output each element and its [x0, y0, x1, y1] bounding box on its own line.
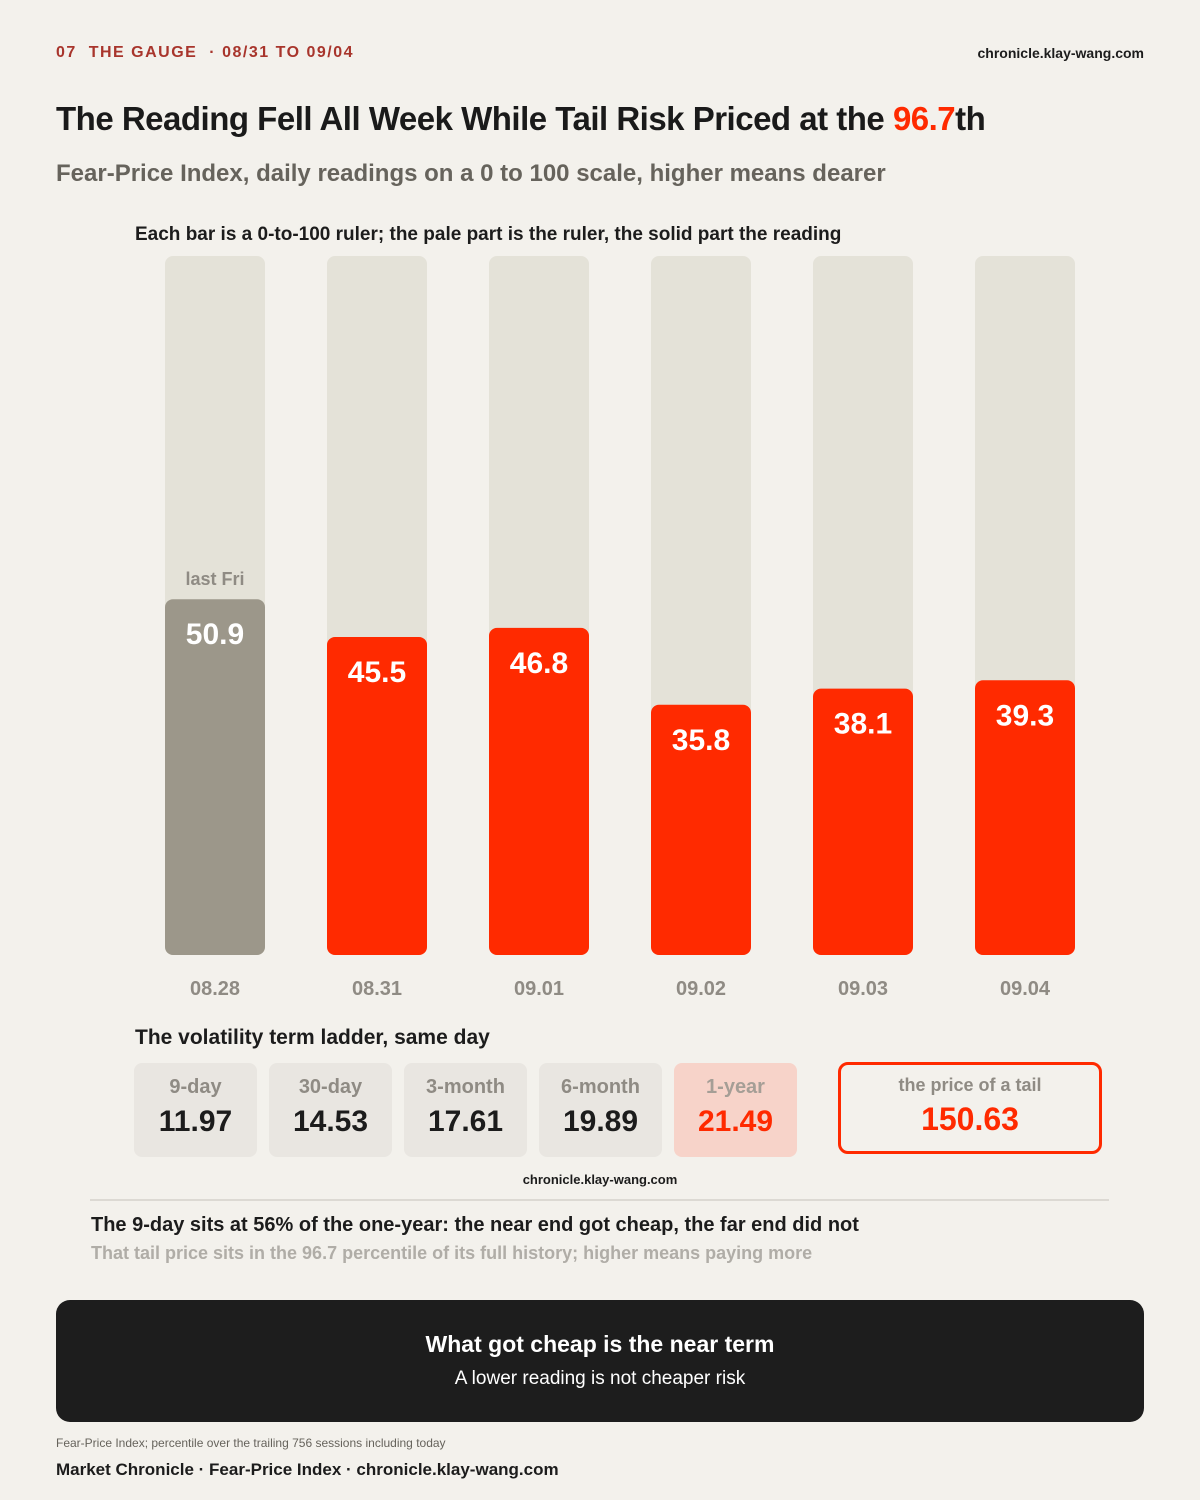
bar-value-label: 38.1 — [834, 708, 892, 741]
bar-reading — [165, 599, 265, 955]
tail-price-value: 150.63 — [921, 1101, 1019, 1137]
bar-reading — [489, 627, 589, 955]
ladder-tile-1-year: 1-year 21.49 — [674, 1063, 797, 1157]
reference-label: last Fri — [185, 569, 244, 589]
bar-reading — [327, 636, 427, 955]
bar-value-label: 35.8 — [672, 724, 730, 757]
kicker-range: 08/31 TO 09/04 — [222, 44, 354, 61]
footer: Market Chronicle · Fear-Price Index · ch… — [56, 1460, 559, 1479]
takeaway-sub: That tail price sits in the 96.7 percent… — [91, 1243, 813, 1263]
bar-ruler — [975, 256, 1075, 955]
ladder-tile-value: 11.97 — [158, 1105, 233, 1138]
bar-value-label: 50.9 — [186, 618, 244, 651]
ladder-tile-label: 6-month — [561, 1076, 640, 1098]
source-note: Fear-Price Index; percentile over the tr… — [56, 1436, 446, 1450]
ladder-tile-value: 14.53 — [292, 1105, 369, 1138]
bar-value-label: 45.5 — [348, 656, 406, 689]
x-tick-label: 09.02 — [676, 978, 726, 1000]
bar-value-label: 39.3 — [996, 699, 1054, 732]
site-url-top: chronicle.klay-wang.com — [977, 45, 1145, 61]
headline: The Reading Fell All Week While Tail Ris… — [56, 100, 1146, 138]
x-tick-label: 09.04 — [1000, 978, 1051, 1000]
site-url-mid: chronicle.klay-wang.com — [522, 1172, 678, 1187]
x-tick-label: 09.01 — [514, 978, 564, 1000]
banner-subtitle: A lower reading is not cheaper risk — [454, 1368, 746, 1389]
ladder-tile-label: 3-month — [426, 1076, 505, 1098]
ladder-tile-30-day: 30-day 14.53 — [269, 1063, 392, 1157]
banner-title: What got cheap is the near term — [425, 1331, 775, 1357]
headline-text: The Reading Fell All Week While Tail Ris… — [56, 100, 893, 137]
headline-suffix: th — [955, 100, 986, 137]
bar-ruler — [489, 256, 589, 955]
bar-ruler — [651, 256, 751, 955]
bar-chart: 50.9 08.28 last Fri 45.5 08.31 46.8 09.01 35.8 0… — [165, 256, 1075, 1000]
bar-ruler — [165, 256, 265, 955]
ladder-tile-label: 30-day — [298, 1076, 363, 1098]
ladder-tile-label: 1-year — [706, 1076, 765, 1098]
ladder-title: The volatility term ladder, same day — [135, 1026, 490, 1049]
tail-price-label: the price of a tail — [898, 1075, 1042, 1095]
ladder-tile-value: 21.49 — [697, 1105, 774, 1138]
bar-ruler — [327, 256, 427, 955]
takeaway: The 9-day sits at 56% of the one-year: t… — [91, 1214, 859, 1236]
ladder-tile-value: 17.61 — [427, 1105, 504, 1138]
subtitle: Fear-Price Index, daily readings on a 0 … — [56, 160, 886, 187]
tail-price-box: the price of a tail 150.63 — [838, 1062, 1102, 1154]
kicker-number: 07 — [56, 44, 77, 61]
bar-reading — [651, 704, 751, 955]
ladder-tile-9-day: 9-day 11.97 — [134, 1063, 257, 1157]
bar-value-label: 46.8 — [510, 647, 568, 680]
divider — [90, 1199, 1109, 1201]
ladder-tile-value: 19.89 — [562, 1105, 639, 1138]
conclusion-banner: What got cheap is the near term A lower … — [56, 1300, 1144, 1422]
headline-highlight: 96.7 — [892, 100, 956, 137]
x-tick-label: 08.31 — [352, 978, 402, 1000]
ladder-tile-3-month: 3-month 17.61 — [404, 1063, 527, 1157]
term-ladder: 9-day 11.97 30-day 14.53 3-month 17.61 6… — [134, 1063, 797, 1157]
bar-reading — [813, 688, 913, 955]
x-tick-label: 09.03 — [838, 978, 888, 1000]
bar-reading — [975, 680, 1075, 955]
bar-ruler — [813, 256, 913, 955]
ladder-tile-label: 9-day — [169, 1076, 222, 1098]
kicker: 07 THE GAUGE · 08/31 TO 09/04 — [56, 44, 354, 62]
x-tick-label: 08.28 — [190, 978, 240, 1000]
ladder-tile-6-month: 6-month 19.89 — [539, 1063, 662, 1157]
chart-note: Each bar is a 0-to-100 ruler; the pale p… — [135, 224, 842, 245]
kicker-section: THE GAUGE — [88, 44, 198, 61]
kicker-separator: · — [209, 44, 217, 61]
